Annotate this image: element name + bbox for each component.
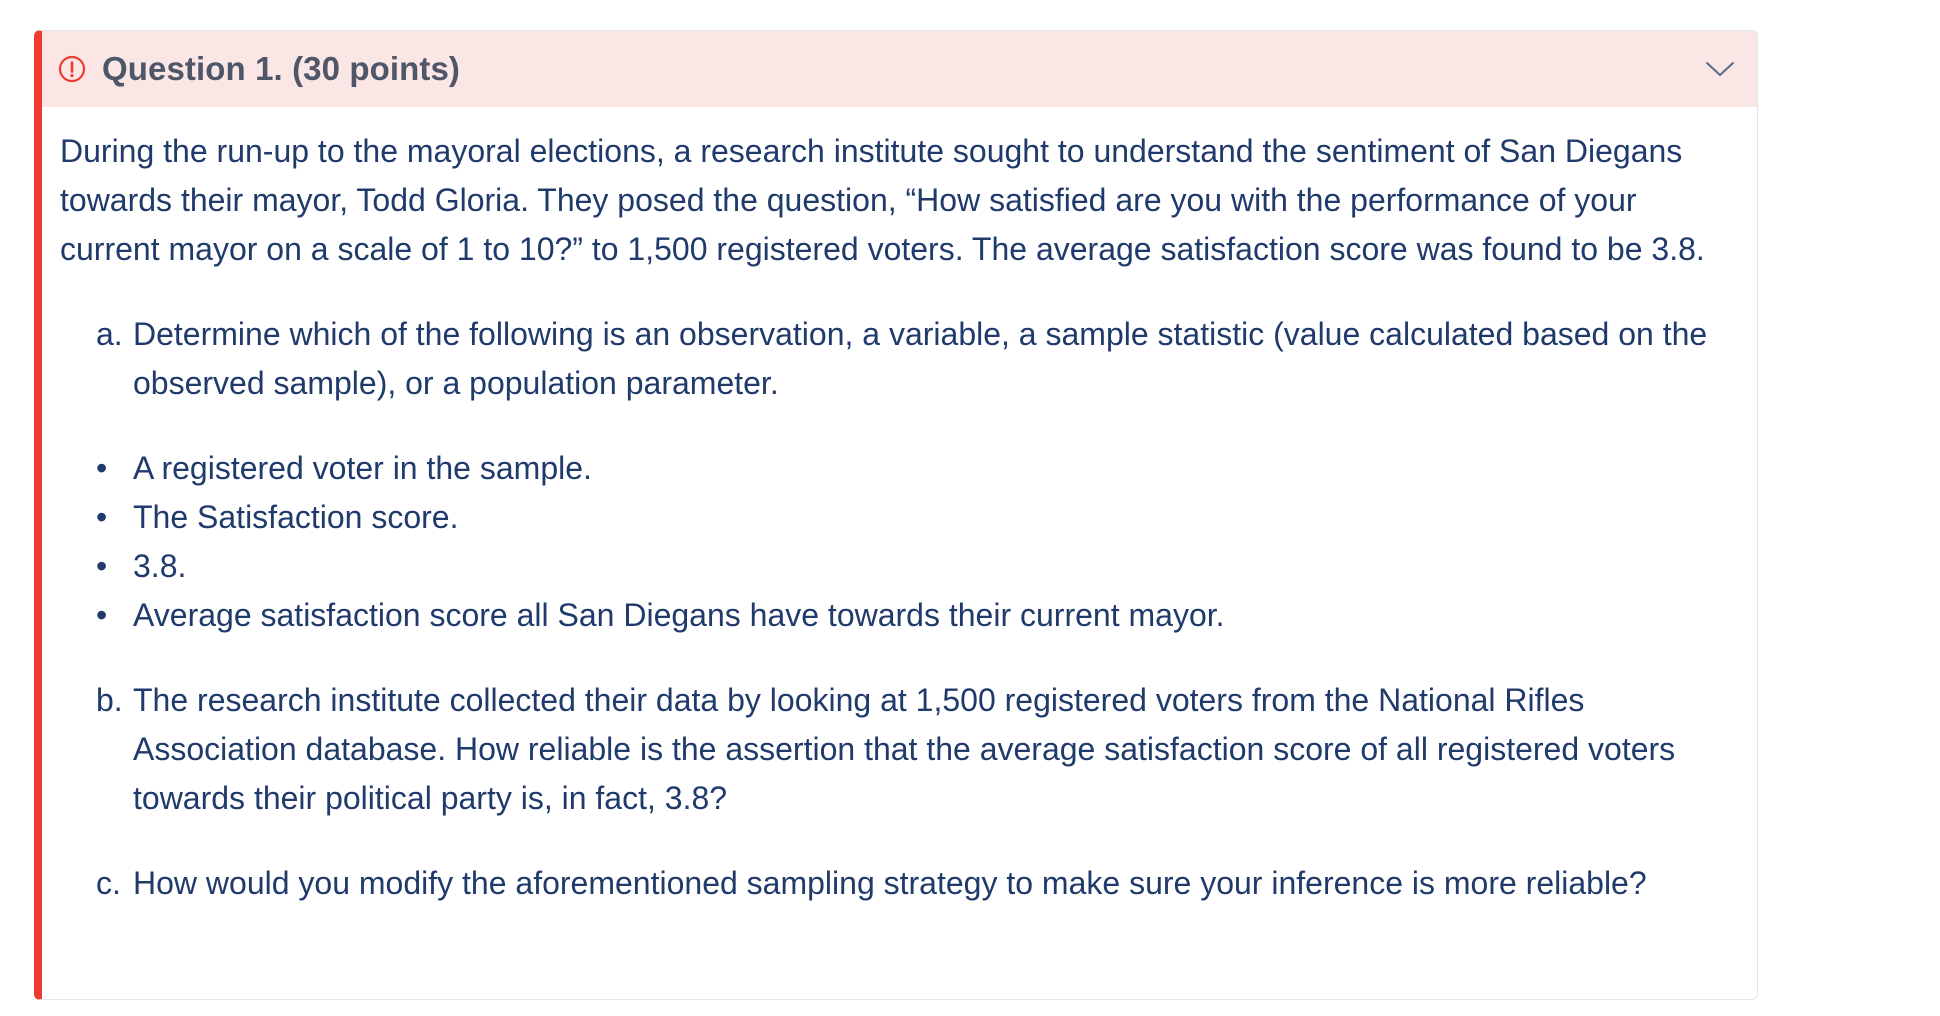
callout-title: Question 1. (30 points) — [102, 50, 461, 87]
list-item: • Average satisfaction score all San Die… — [96, 591, 1717, 640]
bullet-text: Average satisfaction score all San Diega… — [133, 597, 1225, 633]
list-item: • The Satisfaction score. — [96, 493, 1717, 542]
bullet-icon: • — [96, 499, 108, 535]
bullet-text: A registered voter in the sample. — [133, 450, 592, 486]
bullet-icon: • — [96, 450, 108, 486]
callout-body: During the run-up to the mayoral electio… — [42, 107, 1757, 908]
part-c-letter: c. — [96, 865, 121, 901]
list-item: • 3.8. — [96, 542, 1717, 591]
bullet-icon: • — [96, 597, 108, 633]
bullet-text: The Satisfaction score. — [133, 499, 459, 535]
part-a-text: Determine which of the following is an o… — [133, 316, 1708, 401]
part-a-letter: a. — [96, 316, 123, 352]
part-b-letter: b. — [96, 682, 123, 718]
part-c-text: How would you modify the aforementioned … — [133, 865, 1647, 901]
part-a: a. Determine which of the following is a… — [96, 310, 1717, 408]
bullet-text: 3.8. — [133, 548, 187, 584]
callout-header[interactable]: Question 1. (30 points) — [42, 31, 1757, 107]
list-item: • A registered voter in the sample. — [96, 444, 1717, 493]
part-a-bullet-list: • A registered voter in the sample. • Th… — [96, 444, 1717, 640]
part-b: b. The research institute collected thei… — [96, 676, 1717, 823]
bullet-icon: • — [96, 548, 108, 584]
question-intro: During the run-up to the mayoral electio… — [60, 133, 1705, 267]
part-b-text: The research institute collected their d… — [133, 682, 1676, 816]
part-c: c. How would you modify the aforemention… — [96, 859, 1717, 908]
question-callout: Question 1. (30 points) During the run-u… — [34, 30, 1758, 1000]
alert-circle-icon — [58, 55, 86, 83]
chevron-down-icon[interactable] — [1705, 59, 1735, 79]
